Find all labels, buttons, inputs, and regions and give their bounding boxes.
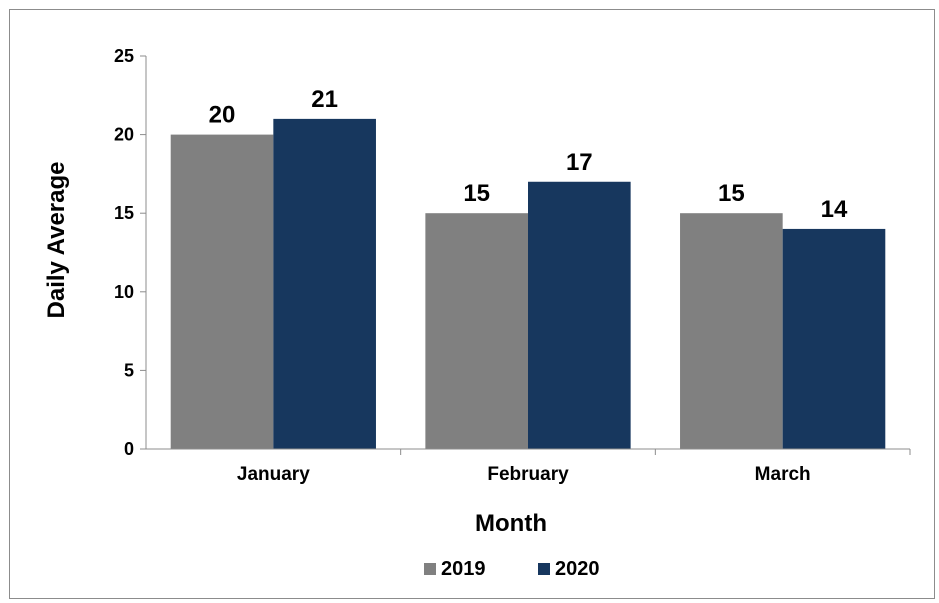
legend-swatch-2020 xyxy=(538,563,550,575)
data-label-2019-january: 20 xyxy=(209,102,236,129)
data-label-2020-january: 21 xyxy=(311,86,338,113)
data-label-2019-march: 15 xyxy=(718,180,745,207)
legend: 2019 2020 xyxy=(424,558,600,580)
legend-label-2019: 2019 xyxy=(441,558,486,580)
bar-2020-march xyxy=(782,228,886,449)
y-tick-label: 15 xyxy=(114,203,134,223)
bar-2020-february xyxy=(528,181,631,449)
data-label-2020-february: 17 xyxy=(566,149,593,176)
bars xyxy=(170,118,886,449)
y-tick-label: 25 xyxy=(114,46,134,66)
x-axis-title: Month xyxy=(475,510,547,537)
data-label-2019-february: 15 xyxy=(463,180,490,207)
data-label-2020-march: 14 xyxy=(821,196,848,223)
legend-swatch-2019 xyxy=(424,563,436,575)
y-tick-label: 0 xyxy=(124,439,134,459)
y-tick-label: 10 xyxy=(114,282,134,302)
bar-2020-january xyxy=(273,118,376,449)
y-axis-ticks: 0 5 10 15 20 25 xyxy=(114,46,146,459)
x-axis-categories: January February March xyxy=(237,449,911,485)
bar-2019-january xyxy=(170,134,274,449)
x-category-label: March xyxy=(755,464,811,485)
y-axis-title: Daily Average xyxy=(43,162,70,319)
data-labels: 20 21 15 17 15 14 xyxy=(209,86,848,223)
bar-2019-february xyxy=(425,213,528,449)
x-category-label: January xyxy=(237,464,310,485)
bar-2019-march xyxy=(680,213,783,449)
y-tick-label: 20 xyxy=(114,125,134,145)
x-category-label: February xyxy=(487,464,569,485)
y-tick-label: 5 xyxy=(124,360,134,380)
legend-label-2020: 2020 xyxy=(555,558,600,580)
